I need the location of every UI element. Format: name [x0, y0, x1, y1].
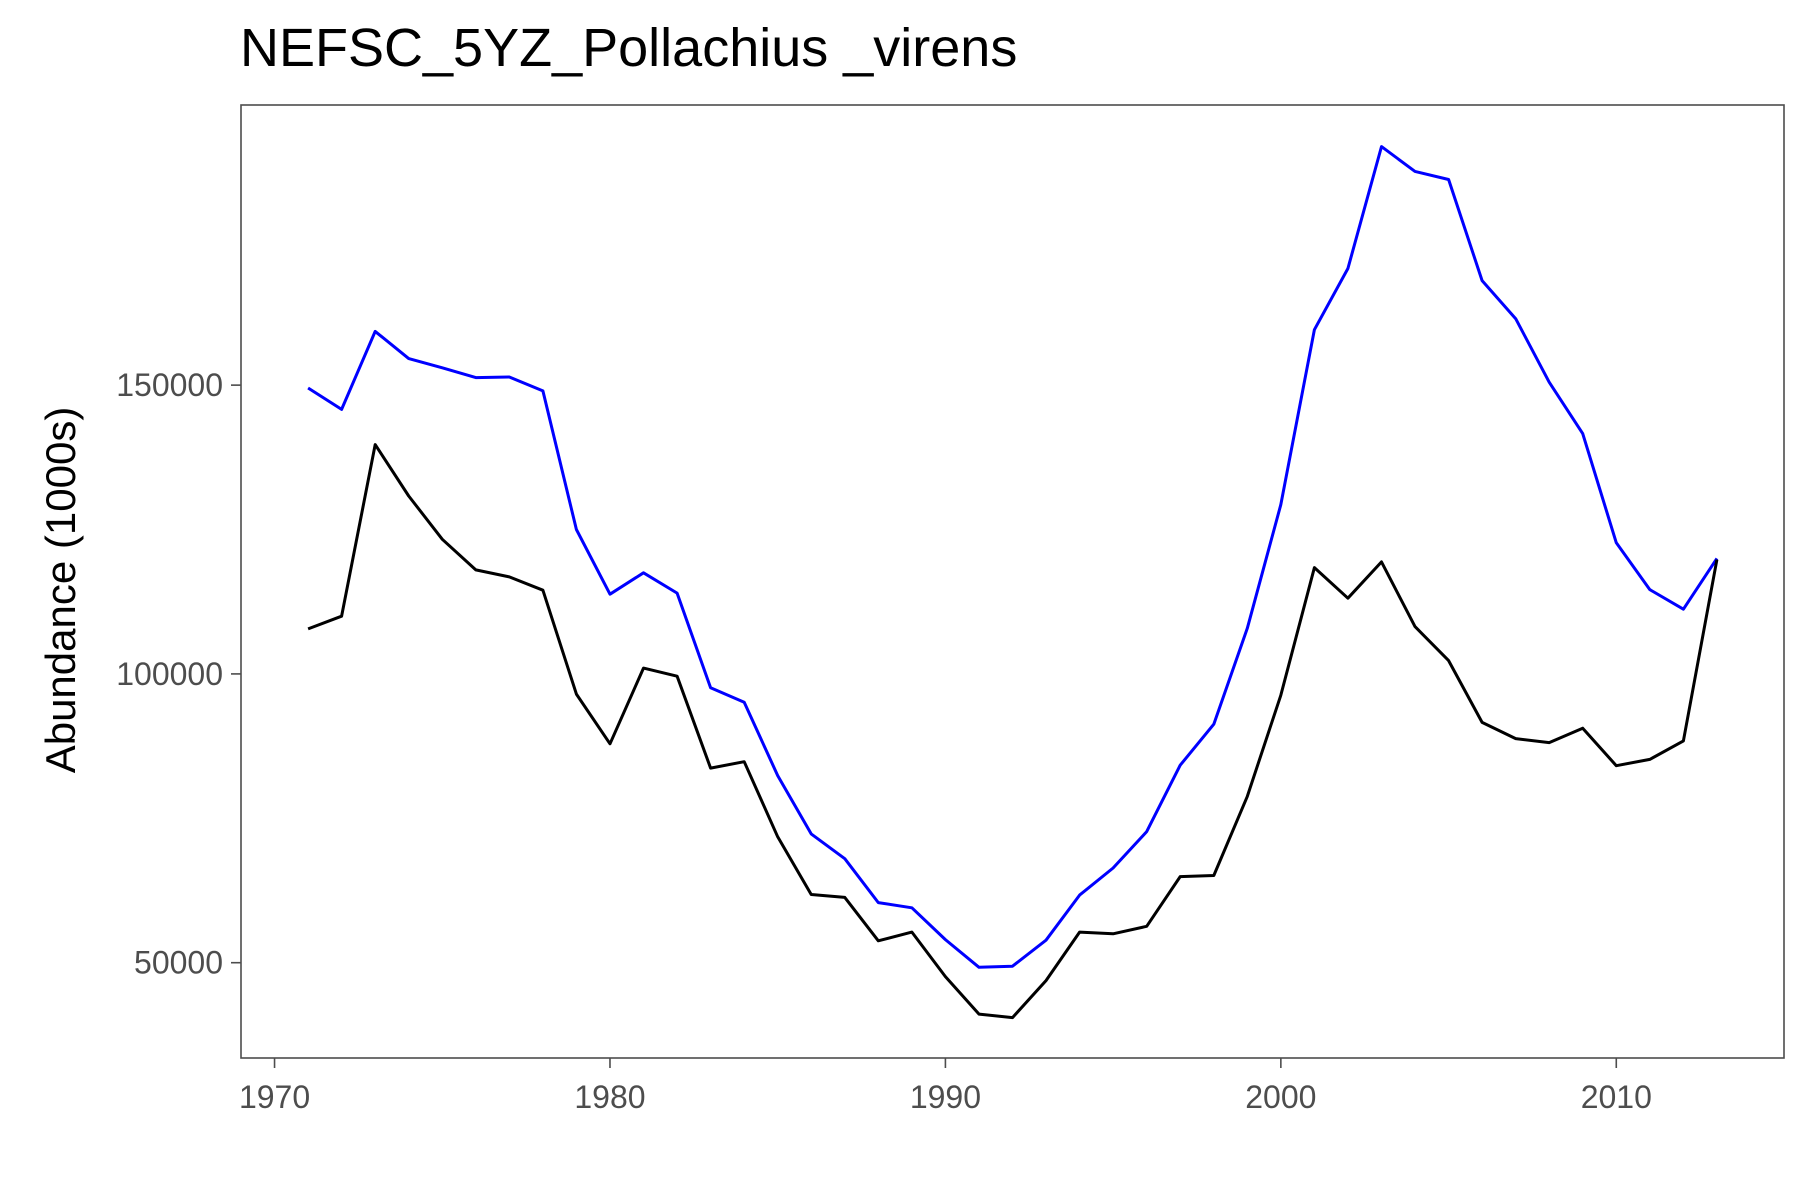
y-axis: 50000 100000 150000: [116, 367, 241, 981]
series-line-2: [307, 443, 1719, 1020]
x-tick-label: 2000: [1245, 1079, 1316, 1115]
x-tick-label: 2010: [1581, 1079, 1652, 1115]
y-tick-label: 150000: [116, 367, 223, 403]
x-tick-label: 1980: [574, 1079, 645, 1115]
y-tick-label: 100000: [116, 656, 223, 692]
y-tick-label: 50000: [134, 945, 223, 981]
chart-title: NEFSC_5YZ_Pollachius _virens: [240, 18, 1017, 78]
series-line-1: [307, 145, 1719, 969]
series-layer: [307, 145, 1719, 1020]
plot-panel: [240, 104, 1785, 1059]
x-tick-label: 1970: [239, 1079, 310, 1115]
y-axis-label: Abundance (1000s): [37, 407, 84, 774]
x-tick-label: 1990: [910, 1079, 981, 1115]
x-axis: 1970 1980 1990 2000 2010: [239, 1058, 1652, 1115]
